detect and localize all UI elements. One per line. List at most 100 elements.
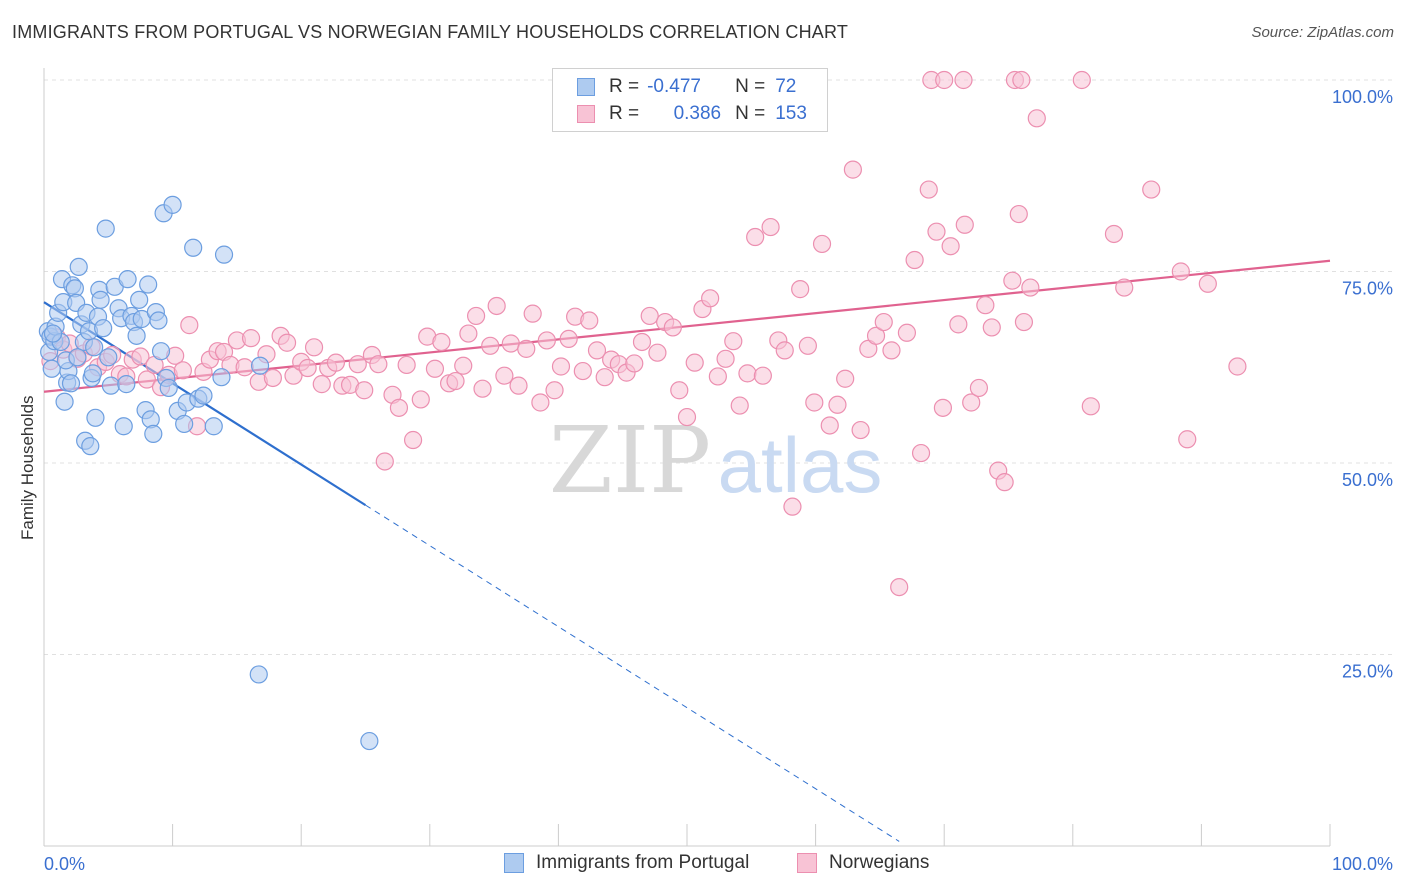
data-point-norwegians <box>312 375 331 394</box>
bottom-legend-portugal: Immigrants from Portugal <box>504 852 749 874</box>
chart-title: IMMIGRANTS FROM PORTUGAL VS NORWEGIAN FA… <box>12 22 849 42</box>
data-point-norwegians <box>1003 271 1022 290</box>
data-point-norwegians <box>775 341 794 360</box>
data-point-norwegians <box>716 349 735 368</box>
data-point-norwegians <box>911 443 931 463</box>
x-tick-label-right: 100.0% <box>1332 854 1393 874</box>
data-point-portugal <box>69 257 88 277</box>
data-point-norwegians <box>783 497 802 516</box>
data-point-norwegians <box>905 250 924 270</box>
axes <box>43 68 1331 847</box>
trend-line-norwegians <box>43 259 1331 393</box>
data-point-norwegians <box>866 326 886 345</box>
data-point-norwegians <box>663 318 682 337</box>
data-point-norwegians <box>1081 397 1100 416</box>
data-point-norwegians <box>882 341 901 360</box>
data-point-norwegians <box>531 393 550 412</box>
data-point-norwegians <box>446 371 465 391</box>
data-point-norwegians <box>1142 180 1161 199</box>
data-point-norwegians <box>369 355 388 374</box>
legend-n-value: 153 <box>775 103 807 124</box>
data-point-portugal <box>81 437 100 456</box>
data-point-portugal <box>94 319 113 338</box>
bottom-legend-label-norwegians: Norwegians <box>829 852 930 873</box>
data-point-norwegians <box>982 318 1001 337</box>
data-point-norwegians <box>1171 262 1190 281</box>
legend-r-value: -0.477 <box>647 76 701 97</box>
series-norwegians <box>41 70 1247 597</box>
data-point-portugal <box>55 392 74 411</box>
data-point-norwegians <box>874 312 893 332</box>
data-point-portugal <box>130 290 149 309</box>
data-point-norwegians <box>805 393 824 412</box>
data-point-norwegians <box>551 357 571 376</box>
data-point-portugal <box>194 386 213 405</box>
data-point-norwegians <box>559 329 578 349</box>
data-point-norwegians <box>375 452 394 471</box>
data-point-norwegians <box>501 334 520 353</box>
y-tick-label: 75.0% <box>1342 279 1393 299</box>
y-tick-label: 50.0% <box>1342 470 1393 490</box>
data-point-norwegians <box>1178 430 1197 449</box>
data-point-portugal <box>249 665 268 684</box>
data-point-norwegians <box>473 379 492 398</box>
data-point-norwegians <box>1021 278 1040 297</box>
data-point-norwegians <box>545 381 564 400</box>
data-point-norwegians <box>701 289 720 308</box>
data-point-portugal <box>91 290 110 309</box>
data-point-norwegians <box>724 332 743 351</box>
data-point-norwegians <box>495 366 514 385</box>
data-point-norwegians <box>954 70 973 90</box>
data-point-portugal <box>163 195 182 214</box>
data-point-portugal <box>214 245 234 264</box>
data-point-portugal <box>61 374 81 393</box>
data-point-norwegians <box>263 368 283 388</box>
data-point-portugal <box>96 219 115 238</box>
data-point-norwegians <box>949 315 968 334</box>
legend-n-label: N = <box>735 103 766 124</box>
y-tick-label: 25.0% <box>1342 662 1393 682</box>
series-immigrants-from-portugal <box>38 195 379 751</box>
data-point-norwegians <box>131 347 150 366</box>
data-point-norwegians <box>304 338 324 357</box>
data-point-portugal <box>99 348 118 367</box>
data-point-norwegians <box>389 398 409 417</box>
data-point-portugal <box>68 348 87 367</box>
data-point-norwegians <box>180 316 199 335</box>
data-point-norwegians <box>632 332 652 352</box>
data-point-norwegians <box>595 368 614 387</box>
data-point-norwegians <box>919 180 938 199</box>
data-point-norwegians <box>828 395 847 414</box>
data-point-norwegians <box>1009 204 1028 224</box>
data-point-norwegians <box>481 336 500 355</box>
source-label: Source: ZipAtlas.com <box>1251 24 1394 41</box>
data-point-norwegians <box>625 354 644 373</box>
data-point-norwegians <box>976 296 995 315</box>
data-point-portugal <box>43 324 63 343</box>
data-point-norwegians <box>459 324 478 343</box>
bottom-legend-swatch-pink <box>797 853 817 873</box>
data-point-norwegians <box>941 237 960 256</box>
data-point-norwegians <box>820 416 839 435</box>
data-point-portugal <box>118 270 137 289</box>
data-point-norwegians <box>1198 274 1217 293</box>
data-point-norwegians <box>935 70 954 90</box>
data-point-portugal <box>204 417 223 436</box>
data-point-portugal <box>151 342 171 361</box>
data-point-portugal <box>360 731 379 751</box>
legend-swatch-pink <box>577 105 595 123</box>
data-point-norwegians <box>969 378 989 398</box>
data-point-norwegians <box>746 227 765 247</box>
data-point-norwegians <box>137 370 156 389</box>
data-point-portugal <box>101 376 120 395</box>
data-point-norwegians <box>298 358 317 378</box>
data-point-norwegians <box>403 430 423 450</box>
bottom-legend-norwegians: Norwegians <box>797 852 929 874</box>
data-point-norwegians <box>1072 70 1091 90</box>
data-point-norwegians <box>425 359 445 378</box>
data-point-norwegians <box>517 339 536 358</box>
data-point-norwegians <box>962 393 981 412</box>
data-point-norwegians <box>235 358 254 377</box>
data-point-norwegians <box>648 343 667 362</box>
